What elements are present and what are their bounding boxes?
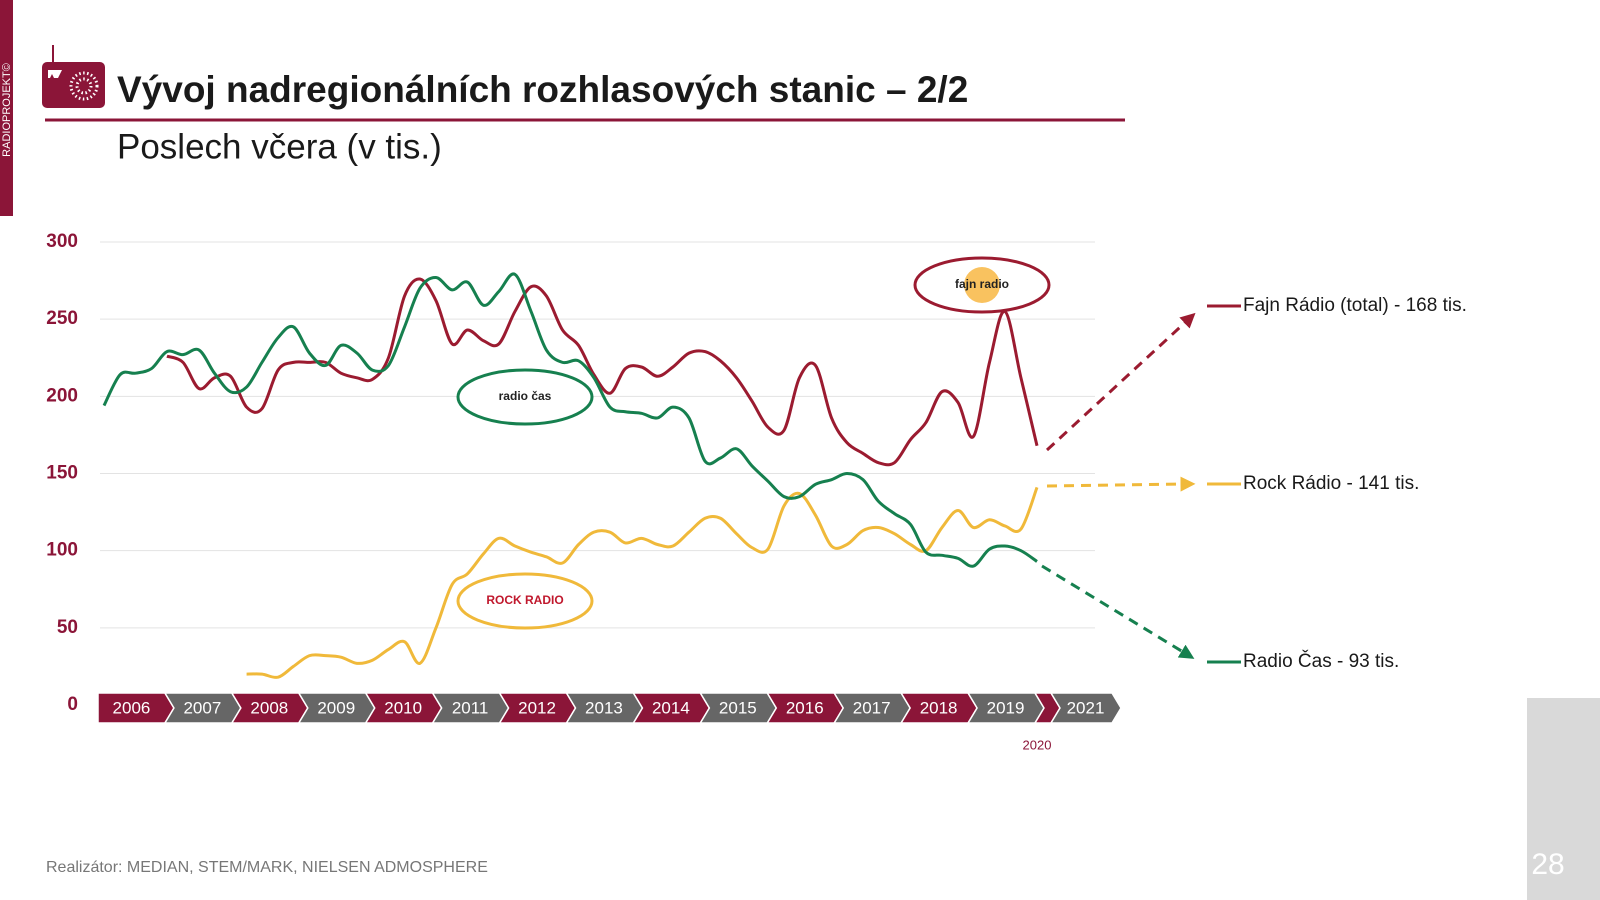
trend-arrow <box>1045 312 1196 452</box>
trend-arrow <box>1041 564 1195 659</box>
logo-text: fajn radio <box>955 277 1009 291</box>
logo-ring <box>456 572 594 630</box>
trend-arrow <box>1046 476 1196 492</box>
x-tick-label: 2019 <box>987 698 1025 717</box>
x-tick-label: 2018 <box>920 698 958 717</box>
line <box>102 272 1038 568</box>
y-tick-label: 200 <box>46 385 78 406</box>
y-tick-label: 0 <box>67 694 78 715</box>
logo-ring <box>456 368 594 426</box>
x-tick-label: 2012 <box>518 698 556 717</box>
x-tick-label: 2006 <box>113 698 151 717</box>
x-tick-label: 2009 <box>317 698 355 717</box>
y-tick-label: 300 <box>46 231 78 252</box>
x-tick-label: 2021 <box>1067 698 1105 717</box>
logo-emblem <box>964 267 1000 303</box>
x-tick-label: 2016 <box>786 698 824 717</box>
x-tick-label: 2014 <box>652 698 690 717</box>
x-tick-label: 2011 <box>452 698 489 717</box>
x-tick-label: 2008 <box>250 698 288 717</box>
subtitle: Poslech včera (v tis.) <box>117 127 442 166</box>
radio-icon <box>42 45 105 108</box>
x-tick-label: 2015 <box>719 698 757 717</box>
x-tick-label: 2007 <box>183 698 221 717</box>
page-tab <box>1527 698 1600 900</box>
logo-text: ROCK RADIO <box>486 593 563 607</box>
y-tick-label: 50 <box>57 617 78 638</box>
legend-label: Fajn Rádio (total) - 168 tis. <box>1243 295 1467 316</box>
brand: RADIOPROJEKT© <box>1 63 13 157</box>
legend-label: Radio Čas - 93 tis. <box>1243 650 1399 672</box>
x-tick-label: 2013 <box>585 698 623 717</box>
y-tick-label: 250 <box>46 308 78 329</box>
y-tick-label: 150 <box>46 463 78 484</box>
logo-text: radio čas <box>499 389 552 403</box>
page-number: 28 <box>1531 848 1564 881</box>
x-tick-label: 2017 <box>853 698 891 717</box>
x-tick-label: 2020 <box>1023 737 1052 752</box>
x-tick-label: 2010 <box>384 698 422 717</box>
footer: Realizátor: MEDIAN, STEM/MARK, NIELSEN A… <box>46 859 488 876</box>
x-tick-chevron <box>1049 692 1122 724</box>
y-tick-label: 100 <box>46 540 78 561</box>
line <box>246 486 1039 679</box>
brand-bar <box>0 0 13 216</box>
legend-label: Rock Rádio - 141 tis. <box>1243 473 1419 494</box>
title: Vývoj nadregionálních rozhlasových stani… <box>117 69 968 110</box>
line <box>166 277 1039 467</box>
